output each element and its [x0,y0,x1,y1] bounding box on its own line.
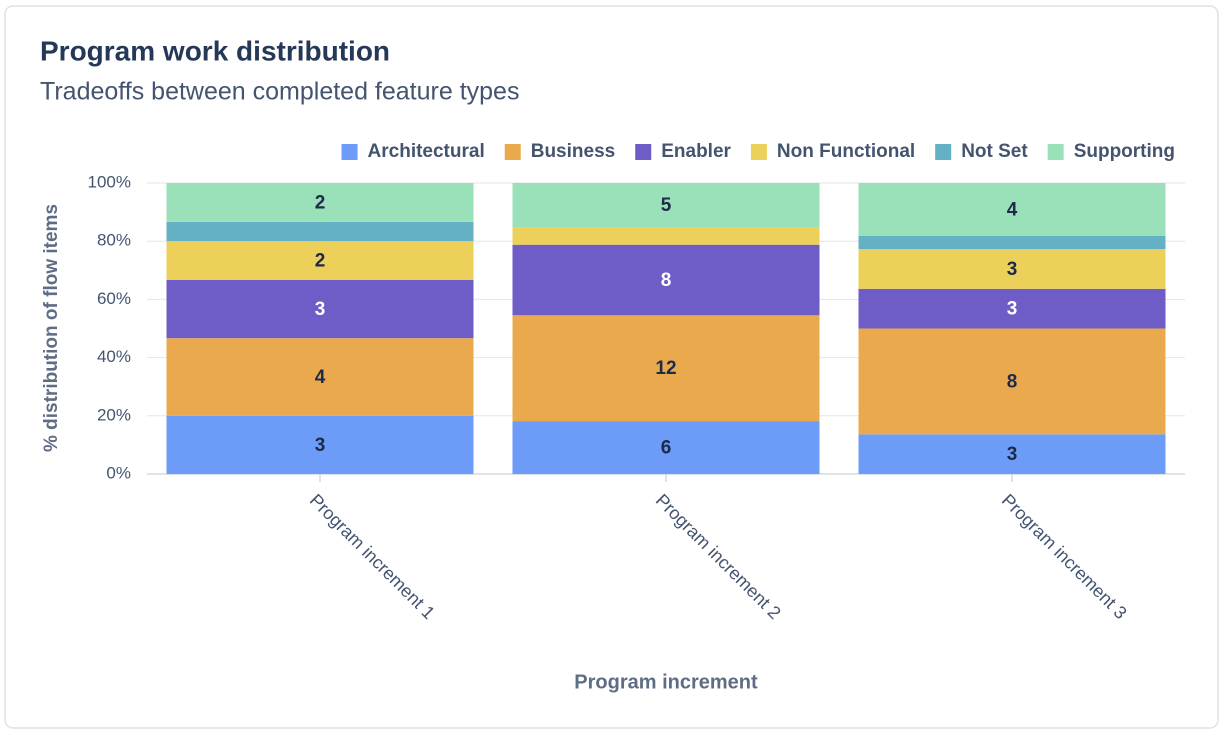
data-label: 2 [315,192,326,213]
y-axis-title: % distribution of flow items [41,204,62,452]
legend-swatch [1047,144,1064,160]
data-label: 3 [1007,299,1018,320]
bar-segment [512,244,820,316]
legend-label: Non Functional [777,141,915,162]
bar-segment [166,241,474,280]
data-label: 5 [661,195,672,216]
data-label: 3 [315,299,326,320]
chart-title: Program work distribution [40,35,390,66]
bar-segment [858,434,1166,474]
legend-swatch [504,144,521,160]
data-label: 3 [1007,444,1018,465]
bar-segment [512,183,820,228]
bar-segment [512,227,820,245]
bar-segment [858,235,1166,250]
y-tick-label: 20% [97,405,131,424]
bar-segment [858,288,1166,329]
bar-segment [166,338,474,416]
bar-segment [166,221,474,242]
legend-swatch [635,144,652,160]
bar-segment [858,249,1166,289]
bar-segment [166,415,474,474]
x-axis-title: Program increment [574,671,758,693]
legend-label: Architectural [368,141,485,162]
bar-segment [166,280,474,339]
legend-swatch [341,144,358,160]
chart-subtitle: Tradeoffs between completed feature type… [40,78,519,106]
bar-segment [512,315,820,422]
data-label: 4 [315,367,326,388]
data-label: 2 [315,251,326,272]
data-label: 3 [315,435,326,456]
bar-segment [858,328,1166,435]
data-label: 3 [1007,259,1018,280]
y-tick-label: 80% [97,231,131,250]
legend-label: Business [531,141,615,162]
y-tick-label: 100% [88,172,131,191]
data-label: 8 [1007,371,1018,392]
y-tick-label: 40% [97,347,131,366]
data-label: 6 [661,438,672,459]
legend-swatch [750,144,767,160]
legend-label: Enabler [661,141,731,162]
legend-label: Supporting [1074,141,1175,162]
legend-swatch [935,144,952,160]
data-label: 8 [661,270,672,291]
data-label: 12 [655,358,676,379]
data-label: 4 [1007,199,1018,220]
y-tick-label: 60% [97,289,131,308]
y-tick-label: 0% [106,463,131,482]
legend-label: Not Set [961,141,1028,162]
bar-segment [512,421,820,474]
bar-segment [858,183,1166,236]
bar-segment [166,183,474,222]
